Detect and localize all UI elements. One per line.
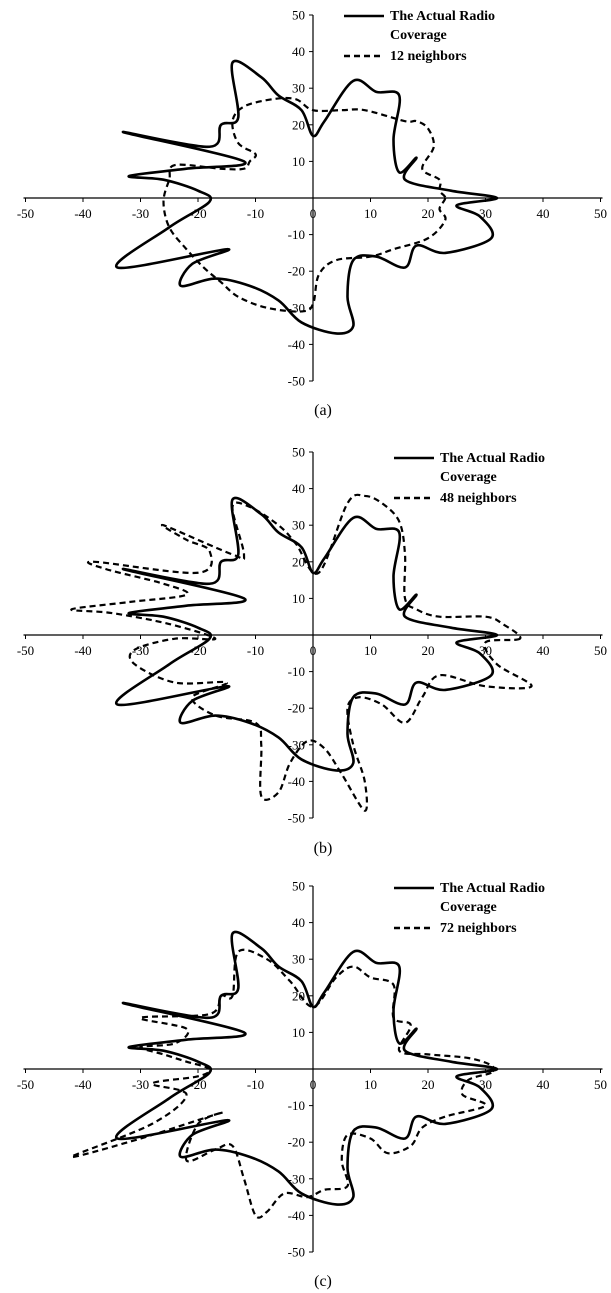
y-tick-label: 10 — [292, 1025, 305, 1040]
y-tick-label: -20 — [288, 701, 305, 716]
chart-panel-a: -50 -40 -30 -20 -10 0 10 20 30 40 50 50 40 30 20 10 -10-… — [0, 0, 611, 430]
chart-panel-c: -50 -40 -30 -20 -10 0 10 20 30 40 50 50 40 30 20 10 -10-… — [0, 860, 611, 1293]
x-tick-label: 40 — [537, 206, 550, 221]
x-tick-label: -50 — [17, 1077, 34, 1092]
y-tick-label: 30 — [292, 952, 305, 967]
y-tick-label: 30 — [292, 81, 305, 96]
y-tick-label: -10 — [288, 664, 305, 679]
y-tick-label: 10 — [292, 591, 305, 606]
y-tick-label: 40 — [292, 481, 305, 496]
x-tick-label: 20 — [422, 1077, 435, 1092]
y-tick-label: -30 — [288, 737, 305, 752]
series-line-actual-coverage — [114, 930, 499, 1206]
x-tick-label: -30 — [132, 206, 149, 221]
series-line-neighbors — [70, 948, 496, 1219]
x-tick-label: 10 — [364, 206, 377, 221]
legend: The Actual Radio Coverage 48 neighbors — [394, 451, 545, 506]
x-tick-label: 40 — [537, 643, 550, 658]
y-tick-label: 20 — [292, 988, 305, 1003]
y-tick-label: 30 — [292, 518, 305, 533]
x-tick-label: -20 — [189, 643, 206, 658]
x-tick-label: -50 — [17, 643, 34, 658]
x-tick-label: 20 — [422, 643, 435, 658]
x-tick-label: 10 — [364, 643, 377, 658]
x-tick-label: -10 — [247, 1077, 264, 1092]
legend-entry: 72 neighbors — [440, 921, 517, 936]
legend-entry: 12 neighbors — [390, 49, 467, 64]
x-tick-label: -20 — [189, 1077, 206, 1092]
y-tick-label: -20 — [288, 264, 305, 279]
x-tick-label: -10 — [247, 206, 264, 221]
y-tick-label: -50 — [288, 374, 305, 389]
y-tick-label: 40 — [292, 44, 305, 59]
legend: The Actual Radio Coverage 72 neighbors — [394, 881, 545, 936]
x-tick-label: -40 — [74, 643, 91, 658]
x-tick-label: -30 — [132, 643, 149, 658]
y-tick-label: -40 — [288, 1208, 305, 1223]
legend-entry: 48 neighbors — [440, 491, 517, 506]
series-line-actual-coverage — [114, 496, 499, 772]
y-tick-label: 50 — [292, 445, 305, 460]
y-tick-label: 20 — [292, 554, 305, 569]
chart-svg-c: -50 -40 -30 -20 -10 0 10 20 30 40 505040302010-10-… — [17, 879, 607, 1291]
legend-entry: Coverage — [440, 900, 497, 915]
chart-panel-b: -50 -40 -30 -20 -10 0 10 20 30 40 50 50 40 30 20 10 -10-… — [0, 430, 611, 860]
x-tick-label: -10 — [247, 643, 264, 658]
y-tick-label: 20 — [292, 117, 305, 132]
panel-label: (a) — [314, 402, 332, 419]
x-tick-label: 20 — [422, 206, 435, 221]
x-tick-label: 0 — [310, 1077, 317, 1092]
series-line-neighbors — [162, 96, 447, 313]
x-tick-label: 10 — [364, 1077, 377, 1092]
legend-entry: The Actual Radio — [440, 881, 545, 896]
y-tick-label: -50 — [288, 811, 305, 826]
legend-entry: The Actual Radio — [440, 451, 545, 466]
y-tick-label: -10 — [288, 1098, 305, 1113]
y-tick-label: 40 — [292, 915, 305, 930]
series-line-actual-coverage — [114, 59, 499, 335]
chart-svg-b: -50 -40 -30 -20 -10 0 10 20 30 40 505040302010-10-… — [17, 445, 607, 858]
x-tick-label: 50 — [594, 1077, 607, 1092]
legend: The Actual Radio Coverage 12 neighbors — [344, 9, 495, 64]
y-tick-label: 50 — [292, 8, 305, 23]
panel-label: (b) — [314, 840, 333, 857]
y-tick-label: -50 — [288, 1245, 305, 1260]
legend-entry: Coverage — [440, 470, 497, 485]
x-tick-label: 40 — [537, 1077, 550, 1092]
x-tick-label: 0 — [310, 206, 317, 221]
x-tick-label: 0 — [310, 643, 317, 658]
y-tick-label: -40 — [288, 337, 305, 352]
panel-label: (c) — [314, 1273, 332, 1290]
y-tick-label: -30 — [288, 1171, 305, 1186]
legend-entry: The Actual Radio — [390, 9, 495, 24]
legend-entry: Coverage — [390, 28, 447, 43]
x-tick-label: -40 — [74, 1077, 91, 1092]
x-tick-label: 50 — [594, 206, 607, 221]
chart-svg-a: -50 -40 -30 -20 -10 0 10 20 30 40 505040302010-10-… — [17, 8, 607, 420]
y-tick-label: 50 — [292, 879, 305, 894]
x-tick-label: -20 — [189, 206, 206, 221]
x-tick-label: 50 — [594, 643, 607, 658]
y-tick-label: 10 — [292, 154, 305, 169]
y-tick-label: -10 — [288, 227, 305, 242]
y-tick-label: -20 — [288, 1135, 305, 1150]
x-tick-label: -30 — [132, 1077, 149, 1092]
y-tick-label: -40 — [288, 774, 305, 789]
x-tick-label: -50 — [17, 206, 34, 221]
x-tick-label: -40 — [74, 206, 91, 221]
